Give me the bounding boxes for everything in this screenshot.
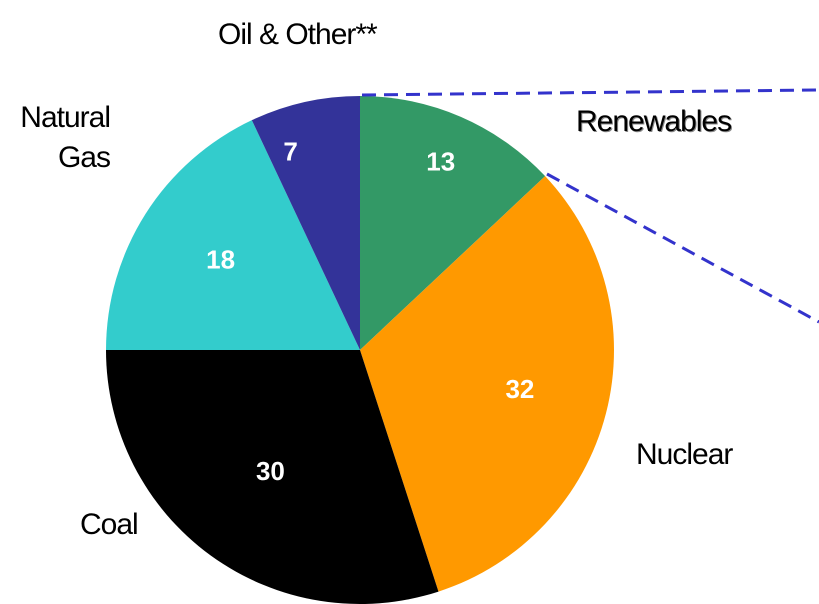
value-label: 7 (283, 137, 297, 167)
pie-slice (360, 96, 546, 350)
value-label: 30 (256, 456, 285, 486)
pie-slice (251, 96, 360, 350)
pie-slice (106, 350, 439, 604)
category-label: Oil & Other** (218, 18, 378, 51)
value-label: 32 (505, 374, 534, 404)
callout-line (361, 88, 819, 97)
pie-slice (360, 176, 614, 592)
category-label: Nuclear (636, 438, 733, 471)
value-label: 18 (206, 244, 235, 274)
callout-line (546, 172, 819, 324)
category-label: Coal (80, 508, 139, 541)
category-label: Natural Gas (20, 101, 111, 174)
value-label: 13 (426, 146, 455, 176)
category-label: Renewables (576, 105, 732, 138)
pie-slice (106, 120, 360, 351)
